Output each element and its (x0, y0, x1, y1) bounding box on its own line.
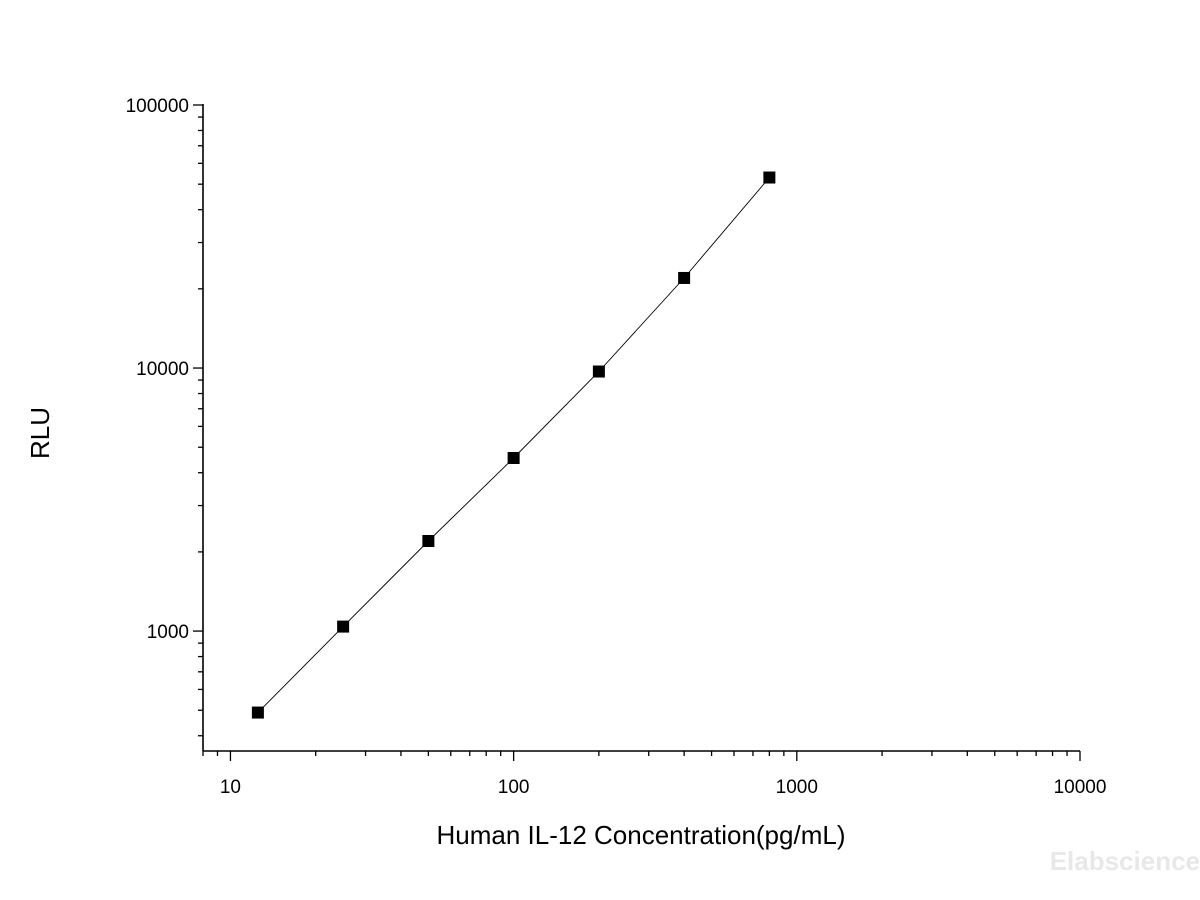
axes (202, 104, 1080, 752)
y-axis-title: RLU (25, 407, 55, 459)
y-tick-label: 1000 (147, 622, 189, 643)
data-point (592, 365, 605, 378)
data-point (678, 271, 691, 284)
data-point (337, 620, 350, 633)
x-axis-ticks: 10 100 1000 10000 (202, 751, 1107, 798)
x-tick-label: 10000 (1054, 777, 1107, 798)
data-point (763, 171, 776, 184)
data-point (251, 706, 264, 719)
data-point (422, 535, 435, 548)
y-tick-label: 100000 (126, 96, 189, 117)
series-line-group (257, 177, 770, 713)
series-line (257, 177, 770, 713)
x-axis-title: Human IL-12 Concentration(pg/mL) (437, 820, 846, 850)
x-tick-label: 100 (498, 777, 530, 798)
data-points (251, 171, 776, 719)
data-point (507, 451, 520, 464)
y-tick-label: 10000 (136, 359, 189, 380)
x-tick-label: 1000 (776, 777, 818, 798)
y-axis-ticks: 1000 10000 100000 (126, 96, 203, 737)
x-tick-label: 10 (220, 777, 241, 798)
watermark: Elabscience (1050, 846, 1200, 876)
